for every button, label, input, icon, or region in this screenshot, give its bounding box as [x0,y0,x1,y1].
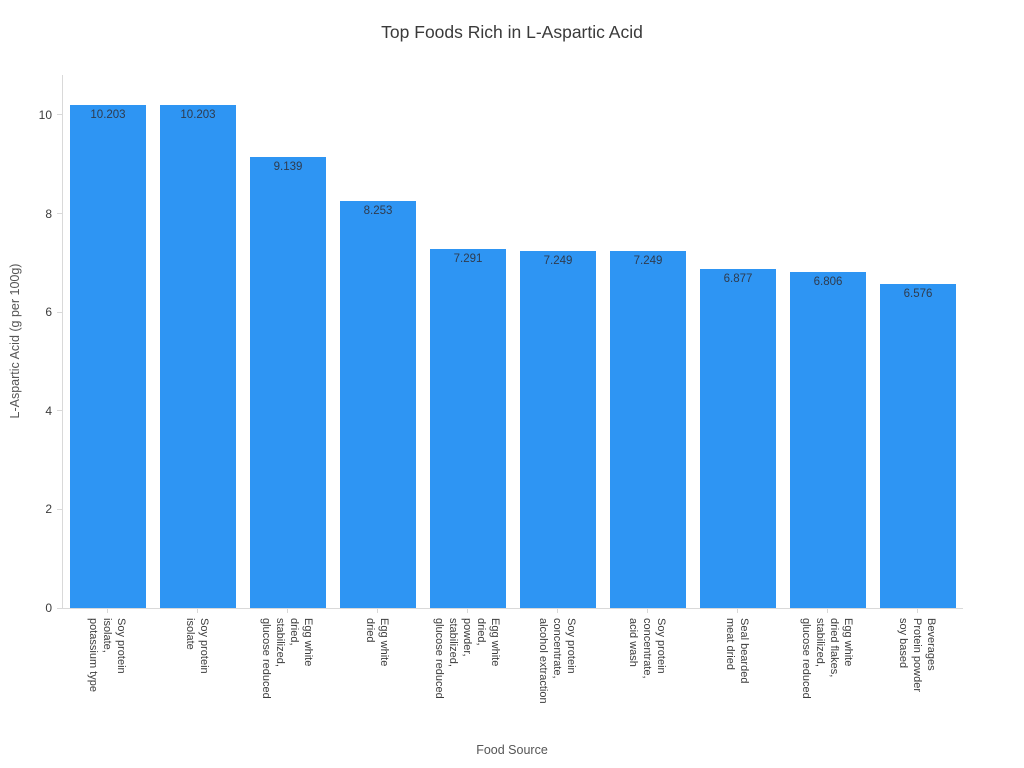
y-axis-title: L-Aspartic Acid (g per 100g) [8,263,22,419]
x-tick-mark [826,609,828,613]
bar: 7.291 [429,248,507,608]
x-category-slot: Egg white dried flakes, stabilized, gluc… [782,609,872,699]
x-tick-mark [376,609,378,613]
bar: 9.139 [249,157,327,608]
x-tick-mark [736,609,738,613]
bar-slot: 7.249 [513,75,603,608]
y-tick-mark [57,410,62,412]
x-category-label: Soy protein isolate [184,618,211,674]
y-tick-mark [57,607,62,609]
x-axis-title: Food Source [476,743,548,757]
x-category-slot: Soy protein isolate, potassium type [62,609,152,692]
x-category-slot: Egg white dried, powder, stabilized, glu… [422,609,512,699]
y-tick-mark [57,311,62,313]
x-category-label: Seal bearded meat dried [724,618,751,684]
bar-value-label: 10.203 [180,108,216,121]
x-category-label: Soy protein concentrate, alcohol extract… [536,618,578,704]
x-category-slot: Egg white dried [332,609,422,666]
y-tick-label: 6 [45,305,52,320]
x-category-slot: Beverages Protein powder soy based [872,609,962,692]
x-category-label: Egg white dried, powder, stabilized, glu… [432,618,502,699]
x-category-slot: Soy protein concentrate, alcohol extract… [512,609,602,704]
x-category-label: Soy protein concentrate, acid wash [626,618,668,679]
bar-value-label: 6.877 [723,272,753,285]
bar-value-label: 9.139 [273,161,303,174]
y-tick-mark [57,213,62,215]
x-tick-mark [646,609,648,613]
bars-layer: 10.203 10.203 9.139 8.253 7.291 7.249 7.249 6.8… [63,75,963,608]
y-tick-mark [57,508,62,510]
x-category-slot: Seal bearded meat dried [692,609,782,683]
y-tick-label: 8 [45,206,52,221]
bar-value-label: 7.291 [453,252,483,265]
bar-slot: 7.249 [603,75,693,608]
y-tick-mark [57,114,62,116]
bar-value-label: 7.249 [633,254,663,267]
bar-slot: 6.576 [873,75,963,608]
x-tick-mark [106,609,108,613]
bar: 6.877 [699,268,777,608]
bar-slot: 8.253 [333,75,423,608]
x-category-slot: Soy protein isolate [152,609,242,674]
y-axis-ticks: 0 2 4 6 8 10 [39,75,963,615]
bar-value-label: 8.253 [363,205,393,218]
y-tick-label: 0 [45,601,52,615]
x-category-slot: Egg white dried, stabilized, glucose red… [242,609,332,699]
x-category-label: Egg white dried [364,618,391,667]
bar-value-label: 7.249 [543,254,573,267]
bar-slot: 10.203 [63,75,153,608]
x-category-label: Beverages Protein powder soy based [896,618,938,692]
x-category-label: Soy protein isolate, potassium type [86,618,128,692]
bar: 6.806 [789,272,867,608]
bar-value-label: 6.806 [813,276,843,289]
bar: 8.253 [339,201,417,608]
x-tick-mark [466,609,468,613]
bar: 7.249 [609,250,687,608]
x-tick-mark [916,609,918,613]
bar: 6.576 [879,283,957,608]
bar-slot: 6.806 [783,75,873,608]
bar-slot: 6.877 [693,75,783,608]
y-tick-label: 4 [45,403,52,418]
x-axis-ticks: Soy protein isolate, potassium type Soy p… [62,609,962,704]
y-tick-label: 2 [45,502,52,517]
chart-title: Top Foods Rich in L-Aspartic Acid [381,22,643,42]
x-tick-mark [556,609,558,613]
x-tick-mark [286,609,288,613]
bar-slot: 10.203 [153,75,243,608]
bar-value-label: 10.203 [90,108,126,121]
bar: 10.203 [69,104,147,608]
y-tick-label: 10 [38,107,52,122]
bar-slot: 7.291 [423,75,513,608]
bar-value-label: 6.576 [903,287,933,300]
bar: 7.249 [519,250,597,608]
x-category-label: Egg white dried, stabilized, glucose red… [259,618,315,699]
x-category-slot: Soy protein concentrate, acid wash [602,609,692,679]
bar: 10.203 [159,104,237,608]
x-category-label: Egg white dried flakes, stabilized, gluc… [799,618,855,699]
bar-slot: 9.139 [243,75,333,608]
x-tick-mark [196,609,198,613]
plot-area: 0 2 4 6 8 10 10.203 10.203 9.139 8.253 7.291 7.249… [39,75,963,615]
